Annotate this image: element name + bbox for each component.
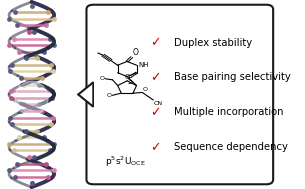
Text: ✓: ✓ — [150, 106, 160, 119]
Polygon shape — [94, 82, 104, 107]
Text: ✓: ✓ — [150, 36, 160, 49]
Text: ✓: ✓ — [150, 71, 160, 84]
Text: CN: CN — [154, 101, 163, 106]
Text: O: O — [133, 48, 138, 57]
Text: Sequence dependency: Sequence dependency — [174, 143, 288, 152]
Text: S: S — [128, 77, 132, 86]
Text: O: O — [107, 93, 112, 98]
Text: Duplex stability: Duplex stability — [174, 38, 253, 47]
Text: O: O — [100, 76, 105, 81]
Text: NH: NH — [138, 62, 149, 68]
Text: $\mathregular{p^5s^2U_{OCE}}$: $\mathregular{p^5s^2U_{OCE}}$ — [105, 155, 145, 169]
Text: Multiple incorporation: Multiple incorporation — [174, 108, 284, 117]
Text: O: O — [125, 74, 130, 80]
FancyBboxPatch shape — [87, 5, 273, 184]
Text: Base pairing selectivity: Base pairing selectivity — [174, 73, 291, 82]
Polygon shape — [78, 82, 93, 107]
Ellipse shape — [15, 81, 48, 115]
Text: O: O — [143, 87, 148, 92]
Text: ✓: ✓ — [150, 141, 160, 154]
